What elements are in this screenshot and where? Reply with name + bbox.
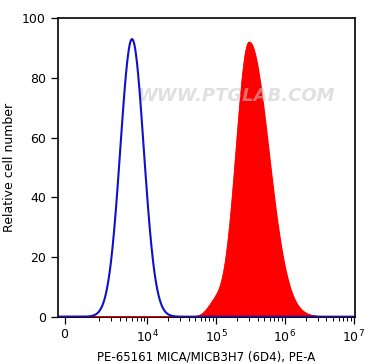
X-axis label: PE-65161 MICA/MICB3H7 (6D4), PE-A: PE-65161 MICA/MICB3H7 (6D4), PE-A (97, 351, 315, 364)
Y-axis label: Relative cell number: Relative cell number (3, 103, 16, 232)
Text: WWW.PTGLAB.COM: WWW.PTGLAB.COM (138, 87, 335, 105)
